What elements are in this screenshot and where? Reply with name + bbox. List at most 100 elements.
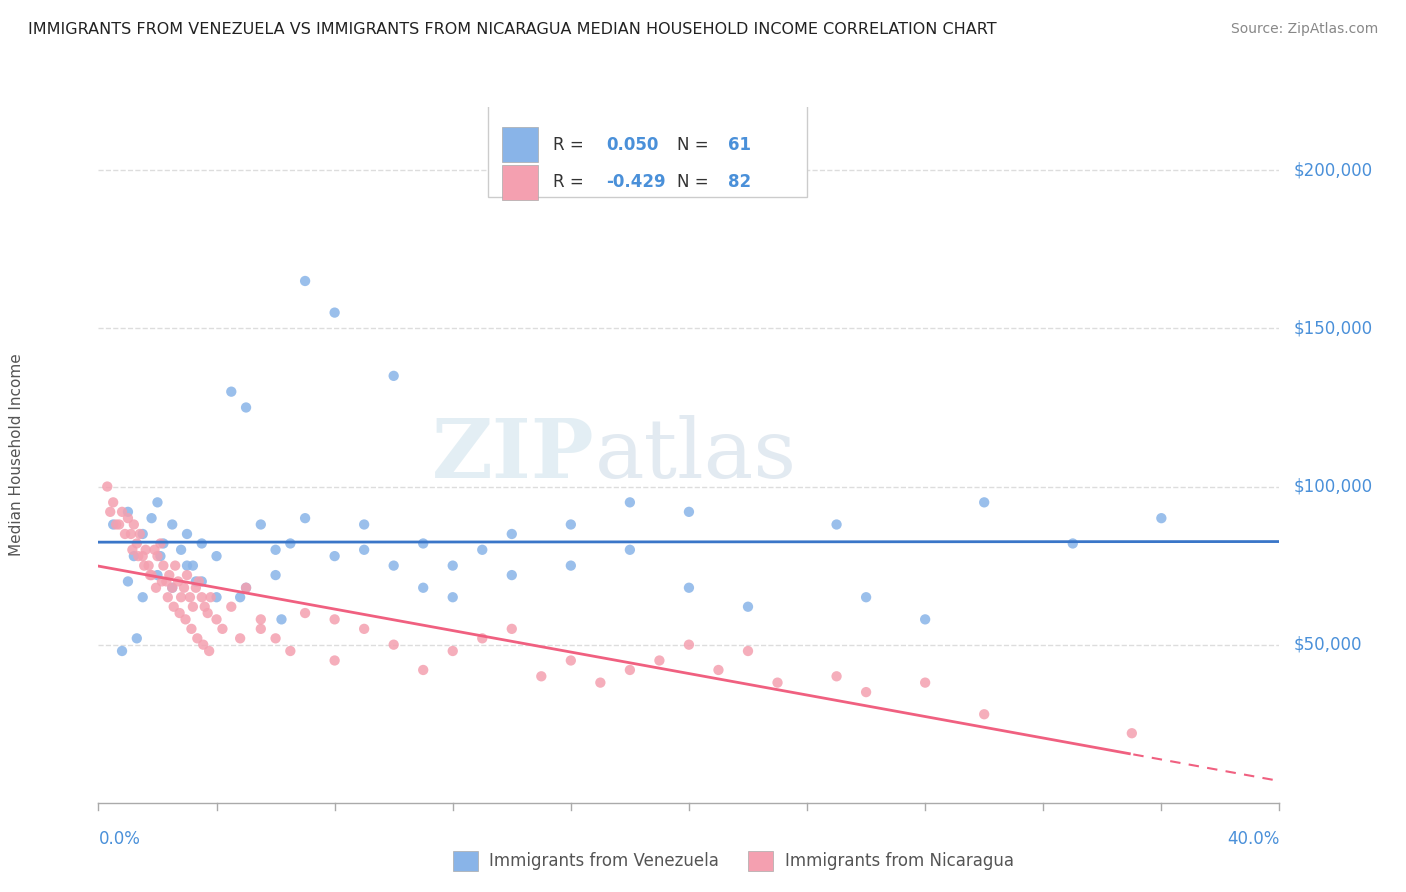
Text: -0.429: -0.429 [606, 173, 666, 191]
Point [560, 558, 582, 573]
Point [191, 591, 214, 605]
Point [382, 368, 405, 383]
Point [560, 517, 582, 532]
Point [250, 517, 273, 532]
Point [560, 653, 582, 667]
Point [114, 527, 136, 541]
Point [219, 599, 243, 614]
Point [162, 517, 183, 532]
Point [323, 612, 346, 626]
Point [197, 606, 219, 620]
Point [471, 542, 494, 557]
Point [143, 542, 166, 557]
Point [441, 591, 464, 605]
Point [264, 632, 287, 646]
Point [134, 558, 156, 573]
Text: 40.0%: 40.0% [1227, 830, 1279, 847]
Text: Immigrants from Venezuela: Immigrants from Venezuela [489, 852, 718, 870]
Point [678, 581, 700, 595]
Bar [502, 165, 537, 200]
Point [914, 675, 936, 690]
Point [139, 568, 162, 582]
Point [135, 542, 157, 557]
Point [181, 558, 204, 573]
Text: N =: N = [678, 136, 714, 153]
Point [737, 644, 759, 658]
Point [235, 581, 257, 595]
Point [108, 517, 131, 532]
Point [145, 581, 167, 595]
Point [707, 663, 730, 677]
Text: $200,000: $200,000 [1294, 161, 1372, 179]
Point [149, 536, 172, 550]
Point [103, 495, 125, 509]
Point [152, 558, 174, 573]
Text: Immigrants from Nicaragua: Immigrants from Nicaragua [785, 852, 1014, 870]
Point [294, 606, 316, 620]
Point [678, 505, 700, 519]
Point [193, 638, 215, 652]
Point [1150, 511, 1173, 525]
Point [229, 632, 252, 646]
Point [156, 591, 179, 605]
Point [149, 549, 172, 563]
Point [619, 542, 641, 557]
Point [141, 511, 163, 525]
Point [132, 549, 155, 563]
Point [117, 505, 139, 519]
Point [121, 542, 143, 557]
Point [111, 644, 134, 658]
Point [127, 549, 149, 563]
Point [191, 536, 214, 550]
Point [163, 599, 186, 614]
Point [323, 549, 346, 563]
Bar [502, 128, 537, 162]
Point [270, 612, 292, 626]
Point [205, 612, 228, 626]
Point [173, 581, 195, 595]
Point [150, 574, 173, 589]
Point [103, 517, 125, 532]
Point [353, 542, 375, 557]
Point [353, 622, 375, 636]
Point [1121, 726, 1143, 740]
Point [530, 669, 553, 683]
Point [176, 558, 198, 573]
Point [737, 599, 759, 614]
Point [125, 536, 148, 550]
Point [412, 536, 434, 550]
Text: N =: N = [678, 173, 714, 191]
Point [122, 549, 145, 563]
Text: IMMIGRANTS FROM VENEZUELA VS IMMIGRANTS FROM NICARAGUA MEDIAN HOUSEHOLD INCOME C: IMMIGRANTS FROM VENEZUELA VS IMMIGRANTS … [28, 22, 997, 37]
Point [855, 591, 877, 605]
Point [200, 591, 222, 605]
Point [205, 549, 228, 563]
Point [132, 527, 155, 541]
Point [125, 632, 148, 646]
Point [471, 632, 494, 646]
Point [250, 622, 273, 636]
Point [120, 527, 142, 541]
Point [825, 517, 848, 532]
Point [973, 707, 995, 722]
Point [176, 568, 198, 582]
FancyBboxPatch shape [488, 100, 807, 197]
Point [174, 612, 197, 626]
Point [198, 644, 221, 658]
Point [589, 675, 612, 690]
Point [191, 574, 214, 589]
Point [501, 622, 523, 636]
Point [441, 558, 464, 573]
Point [170, 591, 193, 605]
Point [155, 574, 177, 589]
Point [138, 558, 160, 573]
Text: Median Household Income: Median Household Income [10, 353, 24, 557]
Point [382, 638, 405, 652]
Point [186, 632, 208, 646]
Point [211, 622, 233, 636]
Point [169, 606, 191, 620]
Point [235, 401, 257, 415]
Text: ZIP: ZIP [432, 415, 595, 495]
Point [96, 479, 118, 493]
Point [98, 505, 121, 519]
